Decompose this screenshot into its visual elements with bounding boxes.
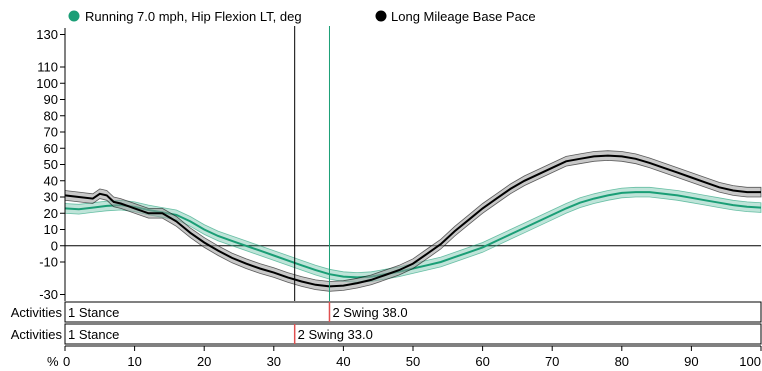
x-axis-label: % (47, 354, 59, 369)
x-tick-label-10: 10 (127, 354, 141, 369)
y-tick-label-50: 50 (44, 157, 58, 172)
x-tick-label-20: 20 (197, 354, 211, 369)
y-tick-label-70: 70 (44, 125, 58, 140)
legend-marker-base-pace (375, 10, 387, 22)
activity-segment-1-0: 1 Stance (68, 327, 119, 342)
activity-row-label-1: Activities (11, 327, 63, 342)
x-tick-label-80: 80 (615, 354, 629, 369)
y-tick-label-30: 30 (44, 190, 58, 205)
legend-label-base-pace: Long Mileage Base Pace (391, 9, 536, 24)
y-tick-label-10: 10 (44, 222, 58, 237)
x-tick-label-70: 70 (545, 354, 559, 369)
x-tick-label-30: 30 (267, 354, 281, 369)
activity-row-label-0: Activities (11, 305, 63, 320)
y-tick-label--10: -10 (39, 255, 58, 270)
y-tick-label-130: 130 (36, 27, 58, 42)
x-tick-label-60: 60 (475, 354, 489, 369)
activity-row-0 (64, 301, 762, 323)
y-tick-label-80: 80 (44, 108, 58, 123)
x-tick-label-50: 50 (406, 354, 420, 369)
x-tick-label-90: 90 (684, 354, 698, 369)
legend-label-running: Running 7.0 mph, Hip Flexion LT, deg (85, 9, 302, 24)
y-tick-label-60: 60 (44, 141, 58, 156)
activity-rows: Activities 1 Stance 2 Swing 38.0 Activities… (11, 301, 762, 345)
plot-area (64, 26, 762, 301)
y-tick-label-100: 100 (36, 76, 58, 91)
x-tick-label-40: 40 (336, 354, 350, 369)
legend: Running 7.0 mph, Hip Flexion LT, deg Lon… (68, 9, 536, 24)
y-tick-label-90: 90 (44, 92, 58, 107)
activity-segment-1-1: 2 Swing 33.0 (298, 327, 373, 342)
y-tick-label-0: 0 (51, 238, 58, 253)
x-axis: % 0 10 20 30 40 50 60 70 80 90 100 (47, 345, 762, 369)
legend-marker-running (68, 10, 80, 22)
y-tick-label-40: 40 (44, 173, 58, 188)
activity-segment-0-1: 2 Swing 38.0 (332, 305, 407, 320)
y-tick-label--30: -30 (39, 287, 58, 302)
y-tick-label-20: 20 (44, 206, 58, 221)
x-tick-label-0: 0 (63, 354, 70, 369)
series-band-1 (64, 150, 762, 292)
y-tick-label-110: 110 (37, 60, 58, 75)
x-tick-label-100: 100 (739, 354, 761, 369)
series-line-1 (64, 154, 761, 288)
activity-segment-0-0: 1 Stance (68, 305, 119, 320)
activity-row-1 (64, 323, 762, 345)
